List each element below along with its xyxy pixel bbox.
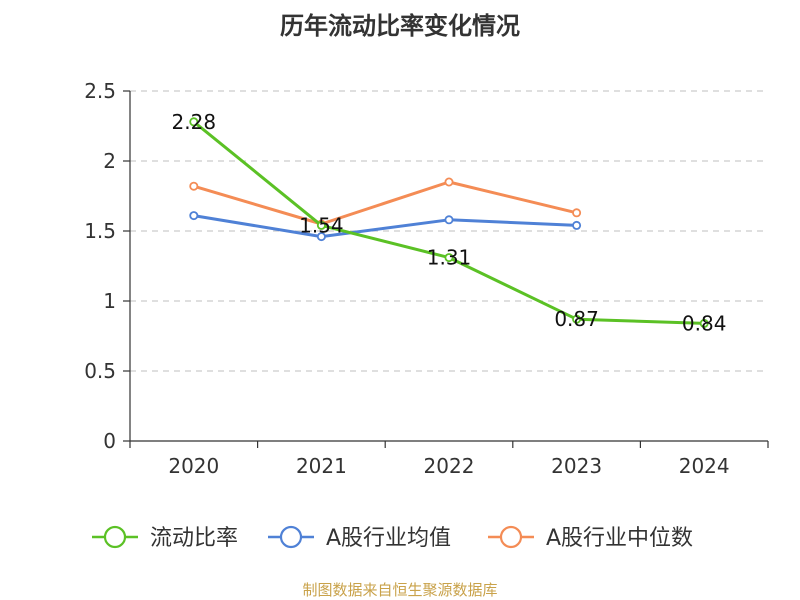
- legend-marker: [279, 525, 303, 549]
- series-point: [572, 208, 582, 218]
- x-tick-label: 2024: [679, 454, 730, 478]
- y-tick-label: 1.5: [84, 219, 116, 243]
- x-tick-label: 2022: [424, 454, 475, 478]
- data-label: 1.54: [299, 213, 344, 237]
- series-point: [189, 181, 199, 191]
- x-tick-label: 2021: [296, 454, 347, 478]
- data-label: 0.84: [682, 311, 727, 335]
- y-tick-label: 2: [103, 149, 116, 173]
- series-point: [444, 177, 454, 187]
- x-tick-label: 2023: [551, 454, 602, 478]
- series-point: [316, 220, 326, 230]
- series-point: [572, 314, 582, 324]
- legend-label: A股行业中位数: [546, 526, 693, 551]
- series-2: [189, 177, 582, 229]
- legend: 流动比率 A股行业均值 A股行业中位数: [92, 525, 693, 551]
- y-tick-label: 2.5: [84, 79, 116, 103]
- axes: 0 0.5 1 1.5 2 2.5 2020 2021 2022 2023 2024: [84, 79, 769, 478]
- legend-marker: [103, 525, 127, 549]
- y-tick-label: 1: [103, 289, 116, 313]
- series-1: [189, 211, 582, 242]
- legend-marker: [499, 525, 523, 549]
- data-label: 1.31: [427, 246, 472, 270]
- grid: [130, 90, 768, 372]
- series-layer: [189, 117, 709, 328]
- legend-item-1: A股行业均值: [268, 525, 451, 551]
- data-labels: 2.28 1.54 1.31 0.87 0.84: [172, 110, 727, 336]
- series-line: [193, 214, 577, 239]
- legend-item-0: 流动比率: [92, 525, 238, 551]
- legend-label: A股行业均值: [326, 526, 451, 551]
- series-0: [189, 117, 709, 328]
- series-line: [193, 180, 577, 226]
- series-point: [444, 253, 454, 263]
- series-point: [189, 117, 199, 127]
- series-point: [316, 232, 326, 242]
- x-tick-label: 2020: [168, 454, 219, 478]
- legend-item-2: A股行业中位数: [488, 525, 693, 551]
- series-point: [572, 220, 582, 230]
- series-point: [444, 215, 454, 225]
- series-point: [699, 318, 709, 328]
- source-footer: 制图数据来自恒生聚源数据库: [302, 581, 497, 599]
- legend-label: 流动比率: [150, 526, 238, 551]
- series-point: [189, 211, 199, 221]
- y-tick-label: 0.5: [84, 359, 116, 383]
- y-tick-label: 0: [103, 429, 116, 453]
- data-label: 2.28: [172, 110, 217, 134]
- data-label: 0.87: [554, 307, 599, 331]
- chart-title: 历年流动比率变化情况: [280, 12, 520, 40]
